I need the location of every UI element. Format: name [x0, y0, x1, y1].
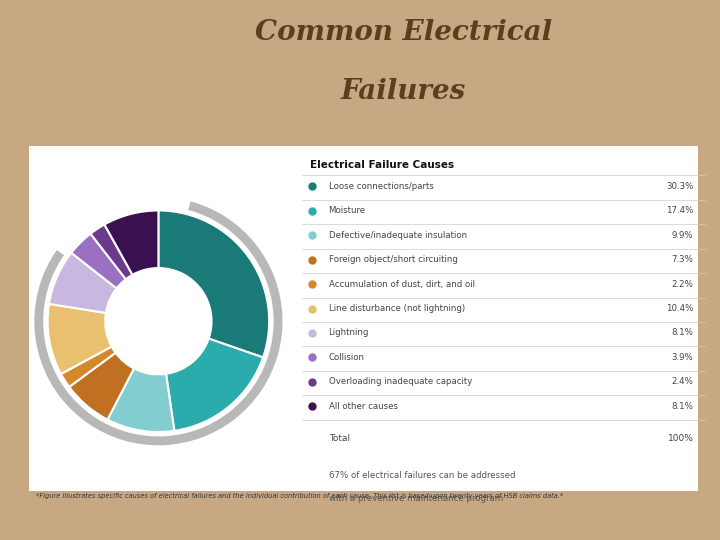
Wedge shape — [91, 225, 132, 279]
Text: 7.3%: 7.3% — [672, 255, 693, 264]
Wedge shape — [104, 211, 158, 275]
Text: with a preventive maintenance program: with a preventive maintenance program — [328, 495, 503, 503]
Text: Defective/inadequate insulation: Defective/inadequate insulation — [328, 231, 467, 240]
Text: Collision: Collision — [328, 353, 364, 362]
Text: Accumulation of dust, dirt, and oil: Accumulation of dust, dirt, and oil — [328, 280, 474, 288]
Wedge shape — [48, 304, 112, 374]
Text: *Figure illustrates specific causes of electrical failures and the individual co: *Figure illustrates specific causes of e… — [36, 493, 563, 499]
Text: Overloading inadequate capacity: Overloading inadequate capacity — [328, 377, 472, 387]
Text: 8.1%: 8.1% — [672, 402, 693, 411]
Wedge shape — [107, 368, 174, 432]
Text: 2.2%: 2.2% — [672, 280, 693, 288]
Text: All other causes: All other causes — [328, 402, 397, 411]
Text: Electrical Failure Causes: Electrical Failure Causes — [310, 160, 454, 170]
Text: 67% of electrical failures can be addressed: 67% of electrical failures can be addres… — [328, 471, 515, 480]
Text: Lightning: Lightning — [328, 328, 369, 338]
Wedge shape — [69, 353, 134, 420]
Text: 17.4%: 17.4% — [666, 206, 693, 215]
Text: 30.3%: 30.3% — [666, 182, 693, 191]
Text: 10.4%: 10.4% — [666, 304, 693, 313]
Text: Moisture: Moisture — [328, 206, 366, 215]
Text: 100%: 100% — [667, 434, 693, 443]
Wedge shape — [61, 347, 116, 387]
Text: Foreign object/short circuiting: Foreign object/short circuiting — [328, 255, 457, 264]
Text: 9.9%: 9.9% — [672, 231, 693, 240]
Wedge shape — [35, 201, 282, 446]
Text: 8.1%: 8.1% — [672, 328, 693, 338]
Text: Loose connections/parts: Loose connections/parts — [328, 182, 433, 191]
Wedge shape — [158, 211, 269, 357]
Text: Failures: Failures — [341, 78, 466, 105]
Text: Common Electrical: Common Electrical — [255, 19, 552, 46]
Text: 3.9%: 3.9% — [672, 353, 693, 362]
Text: Line disturbance (not lightning): Line disturbance (not lightning) — [328, 304, 464, 313]
Wedge shape — [71, 234, 126, 288]
Text: Total: Total — [328, 434, 350, 443]
Text: 2.4%: 2.4% — [672, 377, 693, 387]
Wedge shape — [49, 253, 117, 313]
Wedge shape — [166, 339, 263, 431]
